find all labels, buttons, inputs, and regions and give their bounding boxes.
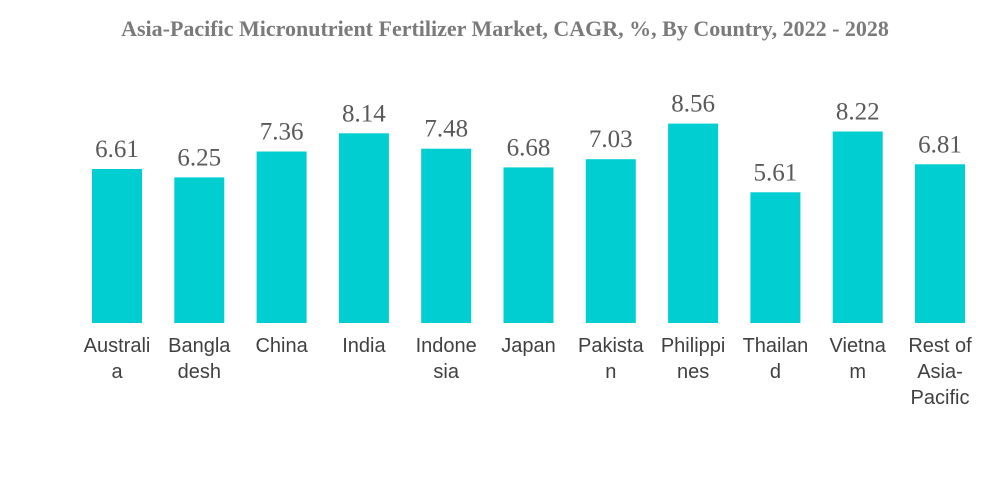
value-label: 7.48	[424, 116, 468, 143]
chart-title: Asia-Pacific Micronutrient Fertilizer Ma…	[121, 16, 889, 41]
value-label: 7.03	[589, 126, 633, 153]
category-label: Japan	[501, 335, 556, 357]
category-label: Pakista	[578, 335, 644, 357]
category-label: Philippi	[661, 335, 725, 357]
category-label: m	[849, 361, 866, 383]
category-label: India	[342, 335, 386, 357]
bar-8	[668, 123, 719, 323]
category-label: Asia-	[917, 361, 963, 383]
bar-11	[915, 164, 965, 323]
bar-4	[338, 133, 389, 323]
bar-10	[832, 131, 883, 323]
category-label: Australi	[84, 335, 151, 357]
category-label: China	[255, 335, 308, 357]
value-label: 8.14	[342, 100, 386, 127]
category-label: Vietna	[830, 335, 887, 357]
value-label: 6.25	[177, 144, 221, 171]
value-label: 8.56	[671, 91, 715, 118]
value-label: 6.68	[507, 134, 551, 161]
category-label: Bangla	[168, 335, 231, 357]
category-label: Thailan	[743, 335, 809, 357]
category-label: sia	[433, 361, 459, 383]
bar-1	[92, 169, 142, 323]
category-label: Rest of	[908, 335, 972, 357]
value-label: 6.81	[918, 131, 962, 158]
category-label: nes	[677, 361, 709, 383]
bar-2	[174, 177, 225, 323]
category-label: a	[111, 361, 123, 383]
category-label: Pacific	[911, 387, 970, 409]
bar-6	[503, 167, 554, 323]
category-label: desh	[178, 361, 221, 383]
category-label: n	[605, 361, 616, 383]
value-label: 6.61	[95, 136, 139, 163]
category-label: d	[770, 361, 781, 383]
value-label: 7.36	[260, 119, 304, 146]
value-label: 8.22	[836, 99, 880, 126]
bar-7	[585, 159, 636, 323]
bar-5	[421, 148, 472, 323]
value-label: 5.61	[754, 159, 798, 186]
bar-3	[256, 151, 307, 323]
bar-9	[750, 192, 801, 323]
category-label: Indone	[416, 335, 477, 357]
